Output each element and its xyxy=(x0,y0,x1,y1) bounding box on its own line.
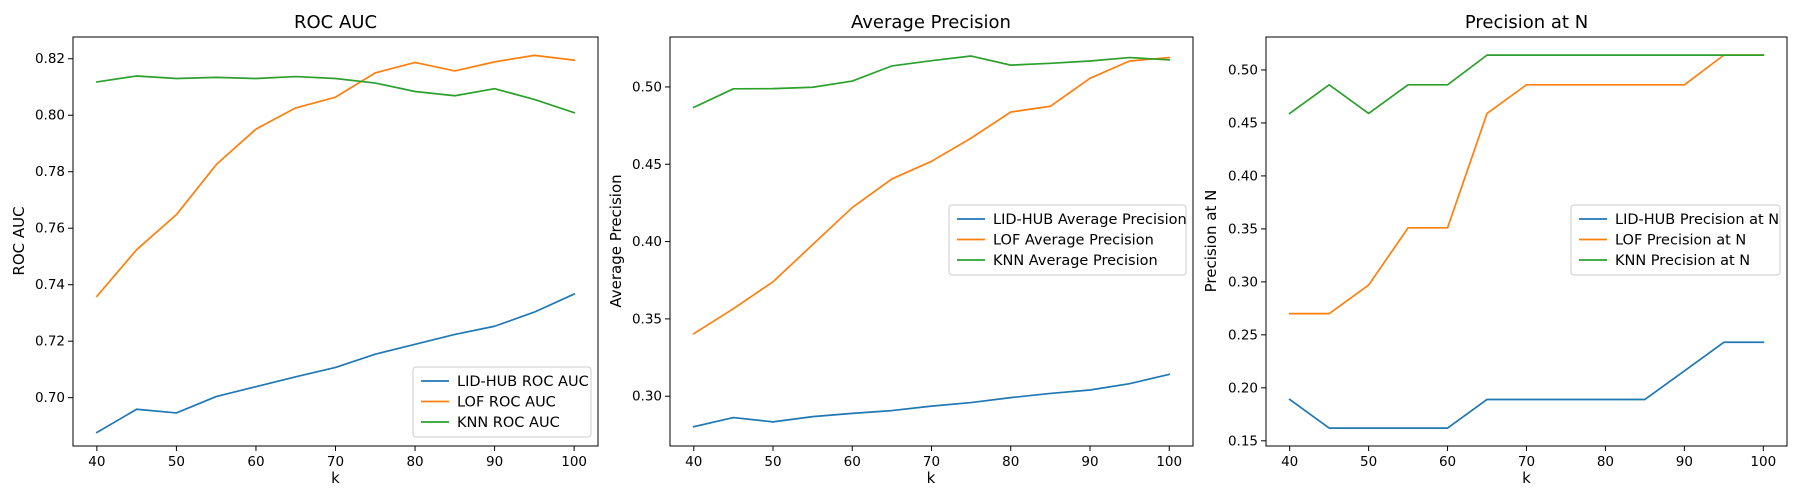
y-tick-label: 0.15 xyxy=(1228,433,1258,449)
series-line-knn-average-precision xyxy=(692,55,1171,109)
legend-box xyxy=(412,366,592,438)
y-tick-label: 0.72 xyxy=(35,334,65,350)
legend-box xyxy=(948,204,1187,276)
series-line-lid-hub-precision-at-n xyxy=(1288,341,1765,429)
x-tick-label: 70 xyxy=(327,454,344,470)
legend: LID-HUB Precision at N LOF Precision at N… xyxy=(1570,204,1781,276)
x-tick-label: 90 xyxy=(1081,454,1098,470)
chart-title: ROC AUC xyxy=(294,12,377,33)
legend-entry-label: LOF ROC AUC xyxy=(457,395,556,411)
x-tick-label: 60 xyxy=(844,454,861,470)
y-tick-label: 0.50 xyxy=(632,79,662,95)
y-tick-label: 0.78 xyxy=(35,164,65,180)
y-tick-label: 0.45 xyxy=(632,157,662,173)
y-tick-label: 0.74 xyxy=(35,277,65,293)
x-tick-label: 80 xyxy=(1002,454,1019,470)
x-axis-label: k xyxy=(1522,469,1531,487)
x-tick-label: 40 xyxy=(88,454,105,470)
y-axis-label: ROC AUC xyxy=(10,206,28,275)
y-tick-label: 0.40 xyxy=(632,234,662,250)
y-tick-label: 0.35 xyxy=(1228,221,1258,237)
x-tick-label: 80 xyxy=(406,454,423,470)
legend-entry-label: KNN Average Precision xyxy=(993,253,1158,269)
legend-entry-label: KNN ROC AUC xyxy=(457,415,560,431)
series-line-lid-hub-average-precision xyxy=(692,373,1171,428)
x-axis-label: k xyxy=(927,469,936,487)
series-line-lof-precision-at-n xyxy=(1288,54,1765,315)
panel-roc-auc: ROC AUC k ROC AUC 40 50 60 70 80 90 100 0.70 0.7… xyxy=(10,12,599,487)
y-tick-label: 0.80 xyxy=(35,108,65,124)
legend: LID-HUB Average Precision LOF Average Pre… xyxy=(948,204,1187,276)
y-tick-label: 0.76 xyxy=(35,221,65,237)
x-tick-label: 50 xyxy=(168,454,185,470)
legend-entry-label: LID-HUB ROC AUC xyxy=(457,374,589,390)
panel-average-precision: Average Precision k Average Precision 40… xyxy=(607,12,1194,487)
y-tick-label: 0.20 xyxy=(1228,380,1258,396)
y-tick-label: 0.25 xyxy=(1228,327,1258,343)
y-tick-label: 0.45 xyxy=(1228,115,1258,131)
panel-precision-at-n: Precision at N k Precision at N 40 50 60 70… xyxy=(1202,12,1788,487)
y-tick-label: 0.30 xyxy=(1228,274,1258,290)
y-tick-label: 0.40 xyxy=(1228,168,1258,184)
x-tick-label: 100 xyxy=(1750,454,1776,470)
legend-box xyxy=(1570,204,1781,276)
x-tick-label: 50 xyxy=(764,454,781,470)
legend-entry-label: KNN Precision at N xyxy=(1615,253,1750,269)
x-tick-label: 70 xyxy=(1518,454,1535,470)
series-line-lid-hub-roc-auc xyxy=(95,292,576,434)
series-line-knn-roc-auc xyxy=(95,75,576,114)
x-tick-label: 90 xyxy=(486,454,503,470)
x-tick-label: 50 xyxy=(1360,454,1377,470)
legend-entry-label: LOF Precision at N xyxy=(1615,233,1746,249)
legend: LID-HUB ROC AUC LOF ROC AUC KNN ROC AUC xyxy=(412,366,592,438)
chart-title: Precision at N xyxy=(1465,12,1588,33)
x-tick-label: 100 xyxy=(561,454,587,470)
series-line-lof-average-precision xyxy=(692,56,1171,335)
x-tick-label: 70 xyxy=(923,454,940,470)
legend-entry-label: LID-HUB Average Precision xyxy=(993,212,1187,228)
x-axis-label: k xyxy=(331,469,340,487)
y-axis-label: Average Precision xyxy=(607,174,625,307)
y-tick-label: 0.82 xyxy=(35,51,65,67)
chart-title: Average Precision xyxy=(851,12,1011,33)
legend-entry-label: LID-HUB Precision at N xyxy=(1615,212,1779,228)
x-tick-label: 40 xyxy=(1281,454,1298,470)
y-tick-label: 0.70 xyxy=(35,390,65,406)
x-tick-label: 40 xyxy=(685,454,702,470)
y-tick-label: 0.30 xyxy=(632,389,662,405)
series-line-lof-roc-auc xyxy=(95,54,576,298)
y-axis-label: Precision at N xyxy=(1202,190,1220,293)
legend-entry-label: LOF Average Precision xyxy=(993,233,1154,249)
x-tick-label: 60 xyxy=(1439,454,1456,470)
series-line-knn-precision-at-n xyxy=(1288,54,1765,115)
x-tick-label: 60 xyxy=(247,454,264,470)
x-tick-label: 100 xyxy=(1156,454,1182,470)
y-tick-label: 0.50 xyxy=(1228,62,1258,78)
y-tick-label: 0.35 xyxy=(632,311,662,327)
x-tick-label: 90 xyxy=(1676,454,1693,470)
x-tick-label: 80 xyxy=(1597,454,1614,470)
